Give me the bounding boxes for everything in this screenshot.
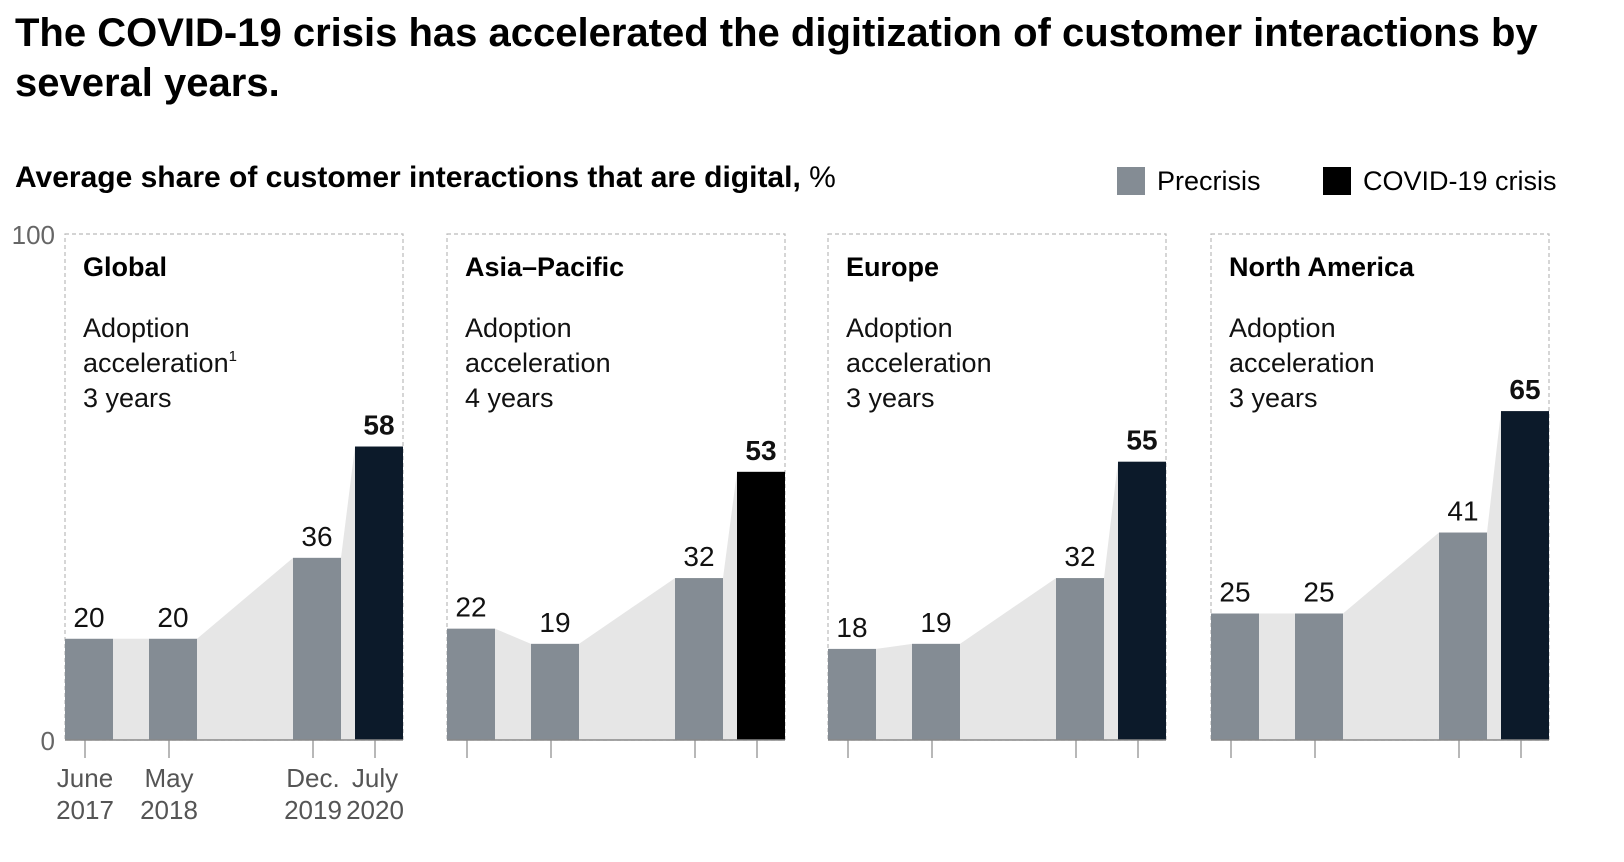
value-label-north-america-1: 25 <box>1219 577 1250 608</box>
panel-note-line3-asia-pacific: 4 years <box>465 383 554 413</box>
bar-europe-4 <box>1118 461 1166 740</box>
bar-asia-pacific-1 <box>447 628 495 740</box>
value-label-global-1: 20 <box>73 602 104 633</box>
value-label-asia-pacific-3: 32 <box>683 541 714 572</box>
bar-global-1 <box>65 638 113 740</box>
panel-note-line2-asia-pacific: acceleration <box>465 348 611 378</box>
connector-area-north-america <box>1211 411 1549 740</box>
bar-global-2 <box>149 638 197 740</box>
panel-title-europe: Europe <box>846 252 939 282</box>
bar-asia-pacific-2 <box>531 643 579 740</box>
x-tick-label-1-line1: June <box>57 763 113 793</box>
value-label-asia-pacific-4: 53 <box>745 435 776 466</box>
x-tick-label-4-line2: 2020 <box>346 795 404 825</box>
subtitle-text: Average share of customer interactions t… <box>15 161 801 194</box>
bar-asia-pacific-4 <box>737 471 785 740</box>
panel-note-line2-north-america: acceleration <box>1229 348 1375 378</box>
value-label-global-2: 20 <box>157 602 188 633</box>
legend-swatch-precrisis <box>1117 167 1145 195</box>
legend-label-precrisis: Precrisis <box>1157 166 1261 196</box>
value-label-asia-pacific-2: 19 <box>539 607 570 638</box>
y-tick-label-0: 0 <box>41 726 55 756</box>
x-tick-label-2-line1: May <box>144 763 193 793</box>
panel-title-north-america: North America <box>1229 252 1415 282</box>
value-label-global-4: 58 <box>363 410 394 441</box>
connector-area-global <box>65 446 403 740</box>
value-label-europe-3: 32 <box>1064 541 1095 572</box>
panel-note-line1-asia-pacific: Adoption <box>465 313 572 343</box>
connector-area-europe <box>828 461 1166 740</box>
bar-europe-2 <box>912 643 960 740</box>
legend-swatch-covid <box>1323 167 1351 195</box>
panel-note-line2-europe: acceleration <box>846 348 992 378</box>
bar-global-4 <box>355 446 403 740</box>
y-tick-label-100: 100 <box>12 220 55 250</box>
bar-north-america-4 <box>1501 411 1549 740</box>
value-label-north-america-2: 25 <box>1303 577 1334 608</box>
value-label-europe-1: 18 <box>836 612 867 643</box>
value-label-asia-pacific-1: 22 <box>455 592 486 623</box>
x-tick-label-3-line1: Dec. <box>286 763 339 793</box>
chart-title: The COVID-19 crisis has accelerated the … <box>15 11 1538 105</box>
panel-note-line3-north-america: 3 years <box>1229 383 1318 413</box>
legend-item-precrisis: Precrisis <box>1117 166 1261 196</box>
panel-note-line2-global: acceleration1 <box>83 348 237 378</box>
x-tick-label-1-line2: 2017 <box>56 795 114 825</box>
value-label-global-3: 36 <box>301 521 332 552</box>
legend-label-covid: COVID-19 crisis <box>1363 166 1557 196</box>
subtitle-unit: % <box>809 161 836 194</box>
value-label-europe-2: 19 <box>920 607 951 638</box>
bar-global-3 <box>293 557 341 740</box>
bar-europe-3 <box>1056 578 1104 740</box>
panel-note-line3-global: 3 years <box>83 383 172 413</box>
value-label-north-america-3: 41 <box>1447 496 1478 527</box>
panel-title-global: Global <box>83 252 167 282</box>
bar-asia-pacific-3 <box>675 578 723 740</box>
connector-area-asia-pacific <box>447 471 785 740</box>
x-tick-label-3-line2: 2019 <box>284 795 342 825</box>
value-label-europe-4: 55 <box>1126 425 1157 456</box>
panel-note-line1-north-america: Adoption <box>1229 313 1336 343</box>
chart-subtitle: Average share of customer interactions t… <box>15 160 836 196</box>
legend-item-covid: COVID-19 crisis <box>1323 166 1557 196</box>
bar-north-america-1 <box>1211 613 1259 740</box>
bar-north-america-3 <box>1439 532 1487 740</box>
bar-europe-1 <box>828 648 876 740</box>
panel-note-line3-europe: 3 years <box>846 383 935 413</box>
bar-north-america-2 <box>1295 613 1343 740</box>
value-label-north-america-4: 65 <box>1509 374 1540 405</box>
x-tick-label-4-line1: July <box>352 763 398 793</box>
x-tick-label-2-line2: 2018 <box>140 795 198 825</box>
panel-note-line1-global: Adoption <box>83 313 190 343</box>
footnote-marker: 1 <box>229 348 237 365</box>
panel-title-asia-pacific: Asia–Pacific <box>465 252 624 282</box>
panel-note-line1-europe: Adoption <box>846 313 953 343</box>
